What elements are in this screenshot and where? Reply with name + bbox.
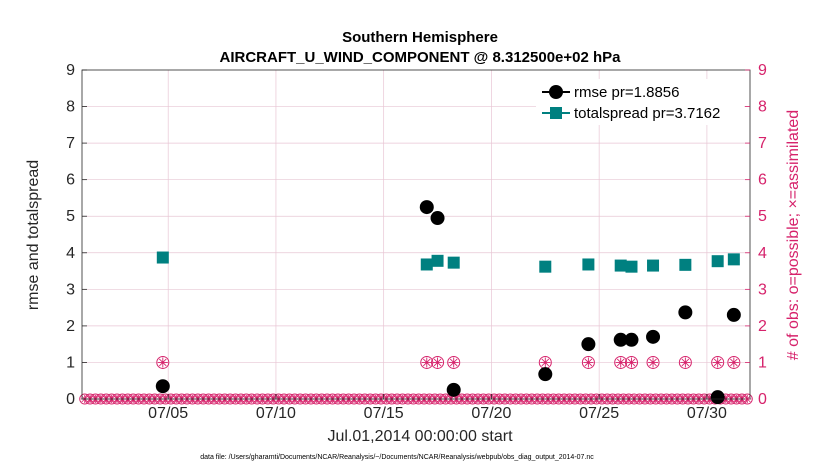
rmse-point <box>538 367 553 382</box>
footnote: data file: /Users/gharamti/Documents/NCA… <box>200 454 594 461</box>
x-axis-label: Jul.01,2014 00:00:00 start <box>327 428 513 445</box>
y-tick-label: 3 <box>66 281 75 298</box>
legend-rmse-marker <box>549 85 563 99</box>
data-marks <box>155 200 741 405</box>
y-right-tick-label: 8 <box>758 99 767 116</box>
totalspread-point <box>711 255 724 268</box>
y-right-tick-label: 1 <box>758 354 767 371</box>
obs-possible-marker <box>727 355 741 369</box>
y-tick-label: 2 <box>66 318 75 335</box>
obs-assimilated-marker <box>648 357 659 368</box>
x-tick-label: 07/30 <box>687 405 727 422</box>
rmse-point <box>446 382 461 397</box>
y-right-tick-label: 9 <box>758 62 767 79</box>
obs-possible-marker <box>678 355 692 369</box>
totalspread-point <box>420 258 433 271</box>
totalspread-point <box>727 253 740 266</box>
y-tick-label: 7 <box>66 135 75 152</box>
obs-assimilated-marker <box>540 357 551 368</box>
obs-assimilated-marker <box>157 357 168 368</box>
rmse-point <box>581 337 596 352</box>
obs-assimilated-marker <box>680 357 691 368</box>
totalspread-point <box>614 259 627 272</box>
rmse-point <box>710 390 725 405</box>
y-right-tick-label: 7 <box>758 135 767 152</box>
obs-possible-marker <box>646 355 660 369</box>
x-tick-label: 07/15 <box>364 405 404 422</box>
obs-assimilated-marker <box>728 357 739 368</box>
obs-assimilated-marker <box>421 357 432 368</box>
rmse-point <box>678 305 693 320</box>
totalspread-point <box>431 254 444 267</box>
grid <box>82 70 750 399</box>
totalspread-point <box>679 258 692 271</box>
totalspread-point <box>625 260 638 273</box>
y-tick-label: 5 <box>66 208 75 225</box>
obs-possible-marker <box>581 355 595 369</box>
y-axis-right-label: # of obs: o=possible; ×=assimilated <box>785 110 802 360</box>
totalspread-point <box>647 259 660 272</box>
y-tick-label: 1 <box>66 354 75 371</box>
rmse-point <box>155 379 170 394</box>
obs-possible-marker <box>447 355 461 369</box>
axis-ticks: 0 1 2 3 4 5 6 7 8 9 0 1 2 3 4 5 6 7 8 9 07/05 07/10 07/15 07/20… <box>66 62 767 422</box>
legend-spread-marker <box>550 107 562 119</box>
y-right-tick-label: 4 <box>758 245 767 262</box>
y-right-tick-label: 6 <box>758 172 767 189</box>
obs-possible-marker <box>711 355 725 369</box>
legend-rmse-label: rmse pr=1.8856 <box>574 84 679 101</box>
obs-assimilated-marker <box>432 357 443 368</box>
plot-frame <box>81 69 751 400</box>
totalspread-point <box>156 251 169 264</box>
rmse-point <box>624 332 639 347</box>
totalspread-point <box>539 260 552 273</box>
obs-assimilated-marker <box>712 357 723 368</box>
x-tick-label: 07/20 <box>471 405 511 422</box>
y-axis-label: rmse and totalspread <box>25 160 42 310</box>
totalspread-point <box>447 256 460 269</box>
y-right-tick-label: 0 <box>758 391 767 408</box>
y-tick-label: 9 <box>66 62 75 79</box>
x-tick-label: 07/05 <box>148 405 188 422</box>
rmse-point <box>419 200 434 215</box>
y-tick-label: 8 <box>66 99 75 116</box>
obs-assimilated-marker <box>448 357 459 368</box>
obs-assimilated-marker <box>615 357 626 368</box>
y-right-tick-label: 2 <box>758 318 767 335</box>
legend-spread-label: totalspread pr=3.7162 <box>574 105 720 122</box>
obs-assimilated-marker <box>583 357 594 368</box>
legend: rmse pr=1.8856 totalspread pr=3.7162 <box>536 79 744 125</box>
rmse-point <box>613 332 628 347</box>
y-right-tick-label: 5 <box>758 208 767 225</box>
y-right-tick-label: 3 <box>758 281 767 298</box>
y-tick-label: 4 <box>66 245 75 262</box>
x-tick-label: 07/10 <box>256 405 296 422</box>
chart-title: Southern Hemisphere <box>342 29 498 46</box>
x-tick-label: 07/25 <box>579 405 619 422</box>
y-tick-label: 0 <box>66 391 75 408</box>
rmse-point <box>646 329 661 344</box>
chart-subtitle: AIRCRAFT_U_WIND_COMPONENT @ 8.312500e+02… <box>220 49 622 66</box>
legend-box <box>536 79 744 125</box>
y-tick-label: 6 <box>66 172 75 189</box>
rmse-point <box>726 307 741 322</box>
obs-possible-marker <box>156 355 170 369</box>
rmse-point <box>430 211 445 226</box>
obs-assimilated-marker <box>626 357 637 368</box>
totalspread-point <box>582 258 595 271</box>
